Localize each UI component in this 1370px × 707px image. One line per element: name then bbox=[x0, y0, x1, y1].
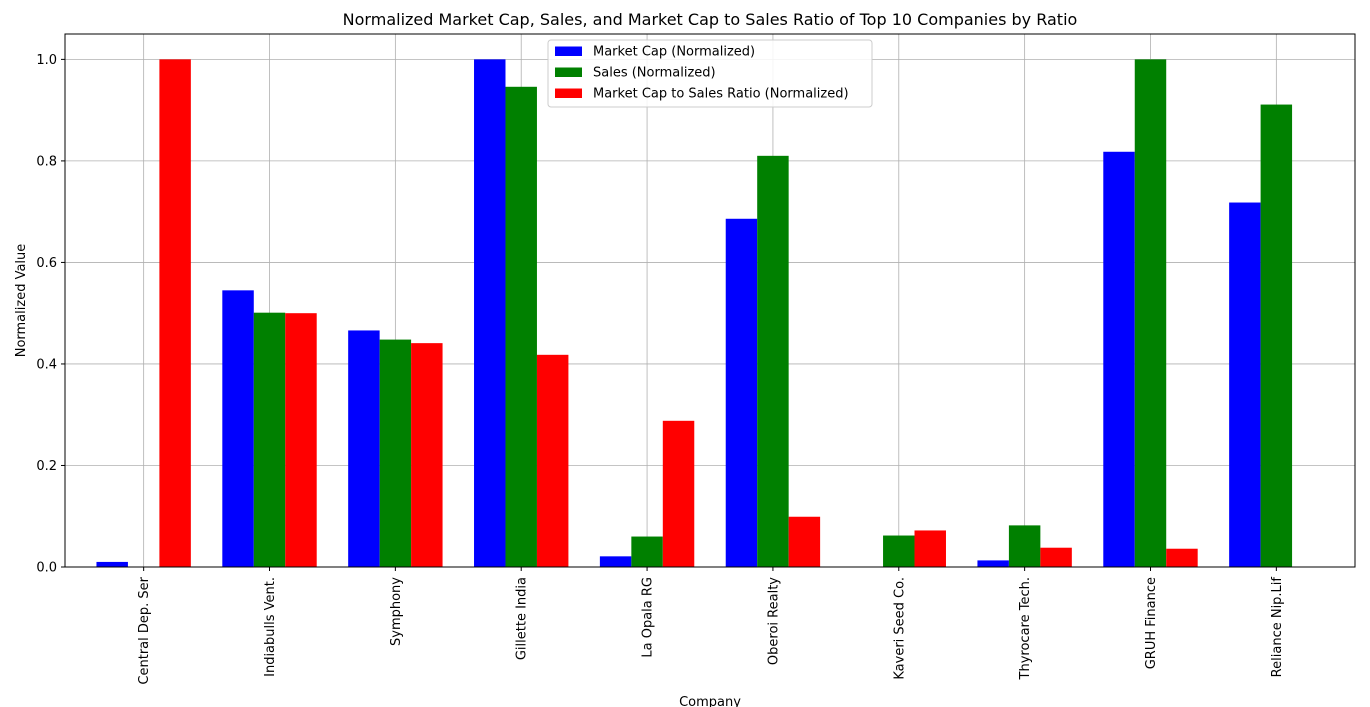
legend-box bbox=[547, 39, 873, 108]
x-axis-label: Company bbox=[679, 695, 741, 707]
bar-series-1 bbox=[474, 59, 506, 567]
plot-frame bbox=[64, 33, 1356, 568]
y-tick-label: 1.0 bbox=[36, 53, 57, 68]
bar-series-1 bbox=[96, 561, 128, 567]
y-tick-label: 0.4 bbox=[36, 357, 57, 372]
x-tick-label: Kaveri Seed Co. bbox=[892, 577, 907, 680]
bar-series-3 bbox=[159, 59, 191, 567]
bars bbox=[96, 59, 1293, 568]
bar-series-2 bbox=[1260, 104, 1293, 567]
bar-series-3 bbox=[1166, 548, 1198, 567]
bar-series-2 bbox=[757, 155, 789, 568]
bar-series-2 bbox=[379, 339, 412, 567]
chart-title: Normalized Market Cap, Sales, and Market… bbox=[343, 10, 1078, 29]
y-tick-label: 0.2 bbox=[36, 459, 57, 474]
y-axis-ticks: 0.0 0.2 0.4 0.6 0.8 1.0 bbox=[36, 53, 65, 576]
bar-series-3 bbox=[1040, 547, 1072, 567]
bar-series-1 bbox=[977, 560, 1009, 567]
bar-series-3 bbox=[914, 530, 946, 567]
bar-series-1 bbox=[725, 218, 758, 568]
x-tick-label: Indiabulls Vent. bbox=[263, 577, 278, 677]
x-axis-ticks: Central Dep. Ser Indiabulls Vent. Symphony… bbox=[137, 567, 1285, 685]
bar-series-1 bbox=[1229, 202, 1261, 567]
bar-series-3 bbox=[788, 516, 821, 567]
x-tick-label: Gillette India bbox=[515, 577, 530, 660]
bar-series-2 bbox=[631, 536, 663, 567]
y-tick-label: 0.8 bbox=[36, 154, 57, 169]
bar-series-2 bbox=[1008, 525, 1041, 567]
x-tick-label: Symphony bbox=[389, 577, 404, 646]
bar-series-3 bbox=[411, 343, 443, 567]
bar-series-2 bbox=[505, 86, 537, 567]
bar-series-2 bbox=[253, 312, 286, 567]
bar-series-1 bbox=[222, 290, 254, 567]
legend-label: Market Cap (Normalized) bbox=[593, 45, 755, 60]
bar-series-2 bbox=[1134, 59, 1167, 567]
x-tick-label: Central Dep. Ser bbox=[137, 576, 152, 684]
y-axis-label: Normalized Value bbox=[14, 244, 29, 358]
bar-series-1 bbox=[1103, 151, 1135, 567]
x-tick-label: Reliance Nip.Lif bbox=[1270, 577, 1285, 678]
bar-series-2 bbox=[883, 535, 915, 567]
legend-swatch bbox=[555, 88, 582, 98]
y-tick-label: 0.6 bbox=[36, 256, 57, 271]
legend: Market Cap (Normalized) Sales (Normalized… bbox=[547, 39, 873, 108]
bar-series-1 bbox=[348, 330, 380, 567]
bar-series-1 bbox=[599, 556, 632, 567]
x-tick-label: Oberoi Realty bbox=[766, 577, 781, 665]
x-tick-label: La Opala RG bbox=[641, 577, 656, 658]
legend-swatch bbox=[555, 67, 582, 77]
y-tick-label: 0.0 bbox=[36, 561, 57, 576]
bar-series-3 bbox=[285, 313, 317, 567]
x-tick-label: Thyrocare Tech. bbox=[1018, 577, 1033, 680]
legend-label: Sales (Normalized) bbox=[593, 66, 716, 81]
legend-label: Market Cap to Sales Ratio (Normalized) bbox=[593, 87, 849, 102]
legend-swatch bbox=[555, 46, 582, 56]
x-tick-label: GRUH Finance bbox=[1144, 577, 1159, 669]
bar-series-3 bbox=[536, 354, 569, 567]
bar-series-3 bbox=[662, 420, 695, 567]
